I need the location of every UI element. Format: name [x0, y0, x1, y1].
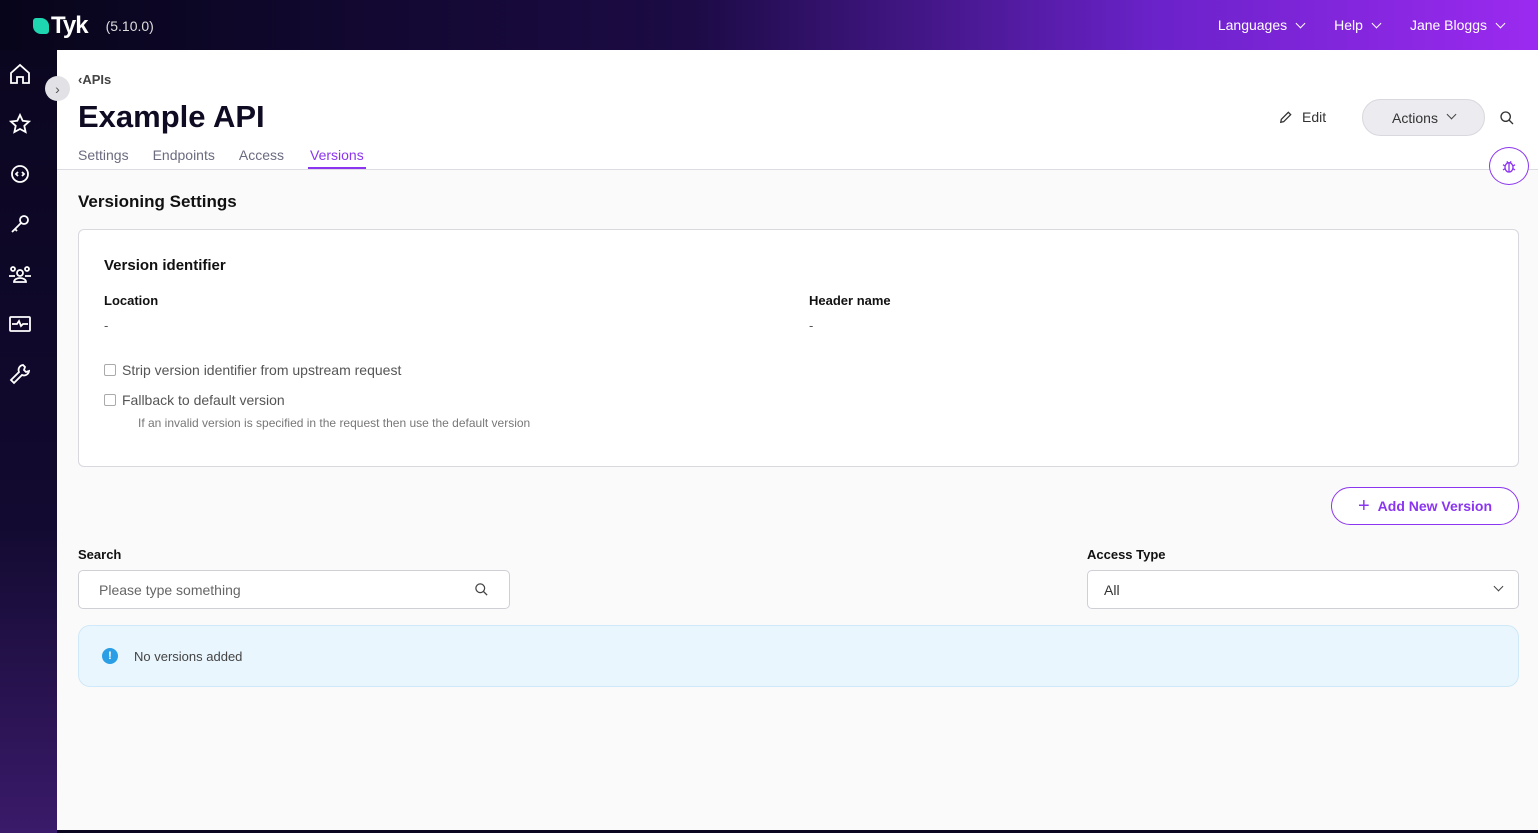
search-label: Search: [78, 547, 122, 562]
empty-state-alert: ! No versions added: [78, 625, 1519, 687]
wrench-icon[interactable]: [8, 362, 32, 386]
location-value: -: [104, 318, 109, 333]
chevron-down-icon: [1371, 18, 1382, 29]
expand-sidebar-button[interactable]: ›: [45, 76, 70, 101]
users-icon[interactable]: [8, 262, 32, 286]
empty-message: No versions added: [134, 648, 243, 664]
edit-label: Edit: [1302, 109, 1327, 125]
location-label: Location: [104, 293, 159, 308]
section-title: Versioning Settings: [78, 192, 237, 211]
strip-version-checkbox[interactable]: Strip version identifier from upstream r…: [104, 362, 401, 378]
strip-version-label: Strip version identifier from upstream r…: [122, 362, 402, 378]
pencil-icon: [1279, 111, 1292, 124]
logo-text: Tyk: [51, 12, 89, 39]
info-icon: !: [102, 648, 118, 664]
header-name-value: -: [809, 318, 814, 333]
edit-button[interactable]: Edit: [1279, 109, 1326, 125]
chevron-down-icon: [1295, 18, 1306, 29]
actions-label: Actions: [1392, 109, 1438, 126]
plus-icon: +: [1357, 494, 1370, 517]
tab-endpoints[interactable]: Endpoints: [152, 147, 215, 163]
page-header: › ‹APIs Example API Settings Endpoints A…: [45, 50, 1538, 170]
breadcrumb-apis[interactable]: APIs: [82, 72, 112, 87]
bug-icon: [1502, 161, 1516, 173]
main-content: › ‹APIs Example API Settings Endpoints A…: [45, 50, 1538, 830]
tab-access[interactable]: Access: [238, 147, 284, 163]
languages-menu[interactable]: Languages: [1217, 17, 1306, 33]
user-name: Jane Bloggs: [1409, 17, 1487, 33]
star-icon[interactable]: [8, 112, 32, 136]
fallback-label: Fallback to default version: [122, 392, 285, 408]
tab-versions[interactable]: Versions: [308, 147, 366, 169]
sidebar: [0, 50, 57, 833]
actions-button[interactable]: Actions: [1362, 99, 1485, 136]
home-icon[interactable]: [8, 62, 32, 86]
page-title: Example API: [78, 99, 265, 134]
access-type-select[interactable]: All: [1087, 570, 1519, 609]
languages-label: Languages: [1217, 17, 1288, 33]
search-placeholder: Please type something: [99, 581, 241, 598]
access-type-label: Access Type: [1087, 547, 1166, 562]
checkbox-box[interactable]: [104, 394, 116, 406]
chevron-down-icon: [1446, 109, 1457, 120]
access-type-value: All: [1104, 581, 1120, 598]
help-label: Help: [1334, 17, 1363, 33]
tabs: Settings Endpoints Access Versions: [78, 147, 366, 169]
chevron-down-icon: [1493, 581, 1504, 592]
help-menu[interactable]: Help: [1334, 17, 1382, 33]
search-input[interactable]: Please type something: [78, 570, 510, 609]
add-version-label: Add New Version: [1377, 498, 1493, 514]
add-new-version-button[interactable]: + Add New Version: [1331, 487, 1519, 525]
top-bar: Tyk (5.10.0) Languages Help Jane Bloggs: [0, 0, 1538, 50]
user-menu[interactable]: Jane Bloggs: [1409, 17, 1506, 33]
fallback-checkbox[interactable]: Fallback to default version: [104, 392, 285, 408]
version-label: (5.10.0): [105, 18, 154, 34]
logo-mark-icon: [33, 18, 49, 34]
monitor-icon[interactable]: [8, 312, 32, 336]
chevron-down-icon: [1495, 18, 1506, 29]
search-icon: [475, 583, 488, 596]
checkbox-box[interactable]: [104, 364, 116, 376]
search-icon[interactable]: [1499, 110, 1515, 131]
breadcrumb[interactable]: ‹APIs: [78, 72, 112, 87]
version-identifier-card: Version identifier Location - Header nam…: [78, 229, 1519, 467]
key-icon[interactable]: [8, 212, 32, 236]
fallback-hint: If an invalid version is specified in th…: [138, 416, 531, 430]
card-title: Version identifier: [104, 257, 226, 274]
api-gear-icon[interactable]: [8, 162, 32, 186]
tyk-logo[interactable]: Tyk (5.10.0): [33, 12, 154, 40]
debug-button[interactable]: [1489, 147, 1529, 185]
tab-settings[interactable]: Settings: [78, 147, 129, 163]
header-name-label: Header name: [809, 293, 891, 308]
